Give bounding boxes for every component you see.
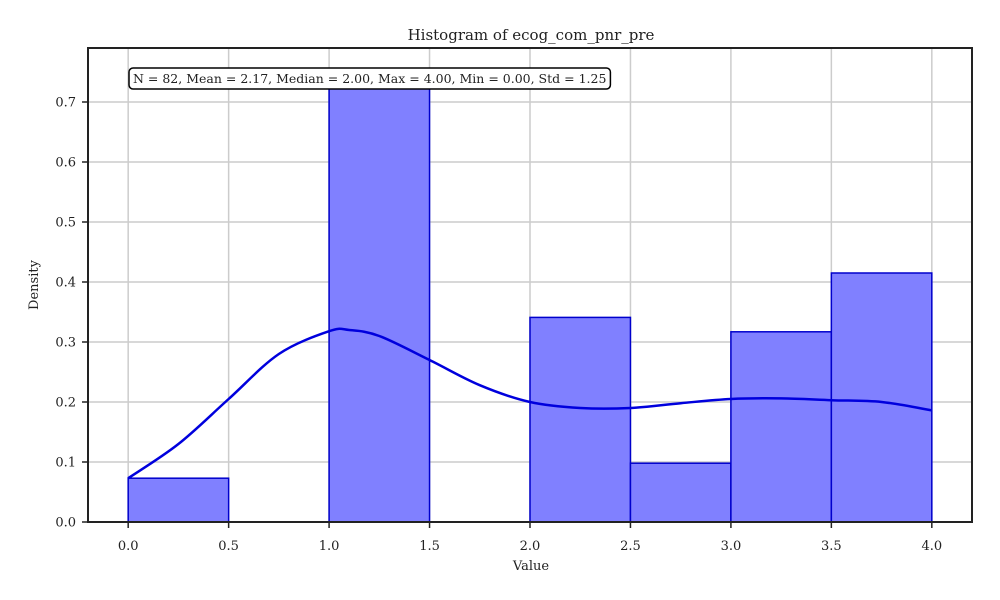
kde-curve-group — [127, 327, 933, 480]
y-tick-label-4: 0.4 — [55, 276, 76, 291]
x-tick-label-0: 0.0 — [118, 539, 139, 554]
histogram-bar-7 — [830, 272, 933, 523]
x-tick-label-2: 1.0 — [319, 539, 340, 554]
y-tick-label-6: 0.6 — [55, 156, 76, 171]
y-tick-label-1: 0.1 — [55, 456, 76, 471]
y-tick-label-5: 0.5 — [55, 216, 76, 231]
histogram-bar-2 — [328, 82, 431, 523]
x-tick-label-1: 0.5 — [218, 539, 239, 554]
chart-title: Histogram of ecog_com_pnr_pre — [408, 26, 655, 44]
stats-box-frame — [128, 67, 612, 90]
y-tick-label-2: 0.2 — [55, 396, 76, 411]
axis-ticks: 0.0 0.5 1.0 1.5 2.0 2.5 3.0 3.5 4.0 0.0 0.1 0.2 0.3 0… — [55, 96, 942, 555]
y-tick-label-0: 0.0 — [55, 516, 76, 531]
histogram-bar-0 — [127, 477, 230, 523]
x-tick-label-8: 4.0 — [921, 539, 942, 554]
histogram-bar-6 — [730, 331, 833, 523]
stats-box: N = 82, Mean = 2.17, Median = 2.00, Max … — [128, 67, 612, 90]
x-tick-label-6: 3.0 — [721, 539, 742, 554]
stats-text: N = 82, Mean = 2.17, Median = 2.00, Max … — [133, 71, 606, 86]
x-tick-label-5: 2.5 — [620, 539, 641, 554]
histogram-bar-4 — [529, 316, 632, 523]
y-tick-label-7: 0.7 — [55, 96, 76, 111]
y-tick-label-3: 0.3 — [55, 336, 76, 351]
x-tick-label-3: 1.5 — [419, 539, 440, 554]
kde-curve — [127, 327, 933, 480]
x-tick-label-7: 3.5 — [821, 539, 842, 554]
histogram-bars — [127, 82, 933, 523]
x-tick-label-4: 2.0 — [520, 539, 541, 554]
y-axis-label: Density — [27, 259, 42, 310]
histogram-bar-5 — [629, 462, 732, 523]
x-axis-label: Value — [512, 559, 549, 574]
